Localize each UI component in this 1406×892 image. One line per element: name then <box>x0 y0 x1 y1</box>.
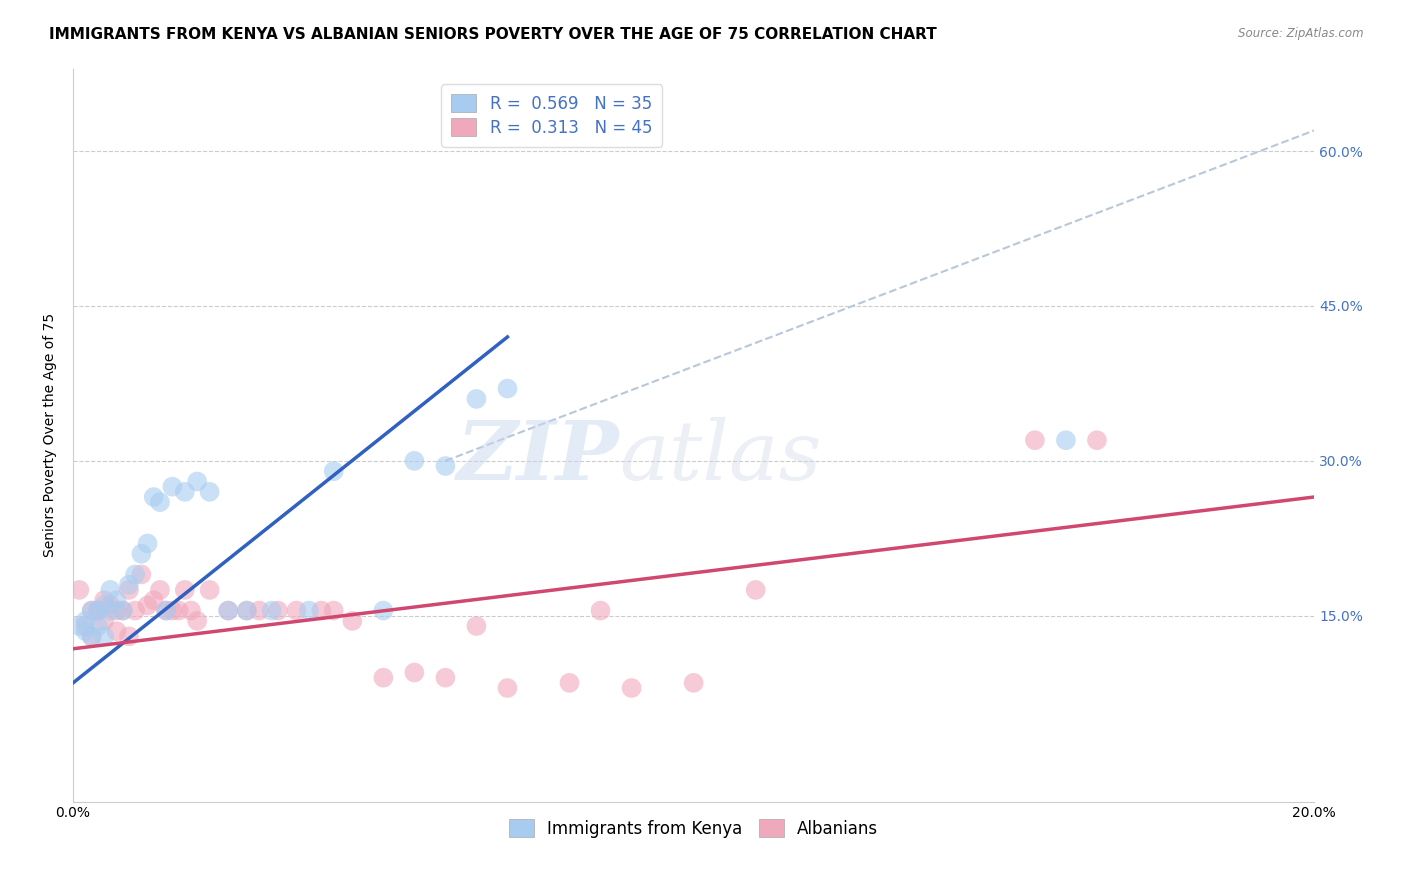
Point <box>118 582 141 597</box>
Point <box>373 671 395 685</box>
Point <box>105 603 128 617</box>
Point <box>311 603 333 617</box>
Text: IMMIGRANTS FROM KENYA VS ALBANIAN SENIORS POVERTY OVER THE AGE OF 75 CORRELATION: IMMIGRANTS FROM KENYA VS ALBANIAN SENIOR… <box>49 27 936 42</box>
Point <box>80 603 103 617</box>
Point <box>558 676 581 690</box>
Point <box>285 603 308 617</box>
Point <box>142 490 165 504</box>
Point <box>67 582 90 597</box>
Point <box>131 547 153 561</box>
Point <box>589 603 612 617</box>
Point <box>155 603 177 617</box>
Point <box>98 582 121 597</box>
Point <box>98 599 121 613</box>
Point <box>118 578 141 592</box>
Point <box>682 676 704 690</box>
Text: atlas: atlas <box>619 417 821 497</box>
Point <box>75 619 97 633</box>
Point <box>1085 434 1108 448</box>
Point <box>162 603 184 617</box>
Point <box>155 603 177 617</box>
Point <box>404 454 426 468</box>
Point <box>180 603 202 617</box>
Point <box>465 619 488 633</box>
Point <box>322 464 344 478</box>
Point <box>136 599 159 613</box>
Point <box>149 582 172 597</box>
Text: ZIP: ZIP <box>457 417 619 497</box>
Point <box>87 603 110 617</box>
Point <box>236 603 259 617</box>
Point <box>162 480 184 494</box>
Point <box>67 619 90 633</box>
Point <box>167 603 190 617</box>
Legend: Immigrants from Kenya, Albanians: Immigrants from Kenya, Albanians <box>502 813 886 845</box>
Point <box>105 593 128 607</box>
Point <box>93 614 115 628</box>
Point <box>198 484 221 499</box>
Point <box>236 603 259 617</box>
Point <box>1024 434 1046 448</box>
Point <box>93 599 115 613</box>
Point <box>124 603 146 617</box>
Point <box>80 603 103 617</box>
Point <box>404 665 426 680</box>
Point <box>142 593 165 607</box>
Point <box>105 624 128 639</box>
Y-axis label: Seniors Poverty Over the Age of 75: Seniors Poverty Over the Age of 75 <box>44 313 58 558</box>
Point <box>496 681 519 695</box>
Point <box>198 582 221 597</box>
Point <box>87 619 110 633</box>
Point <box>260 603 283 617</box>
Point <box>267 603 290 617</box>
Point <box>131 567 153 582</box>
Point <box>93 593 115 607</box>
Point <box>87 603 110 617</box>
Point <box>620 681 643 695</box>
Point <box>173 582 195 597</box>
Point <box>322 603 344 617</box>
Point <box>434 458 457 473</box>
Point <box>173 484 195 499</box>
Point <box>465 392 488 406</box>
Point <box>149 495 172 509</box>
Point <box>80 629 103 643</box>
Point <box>136 536 159 550</box>
Text: Source: ZipAtlas.com: Source: ZipAtlas.com <box>1239 27 1364 40</box>
Point <box>342 614 364 628</box>
Point <box>118 629 141 643</box>
Point <box>98 603 121 617</box>
Point <box>75 624 97 639</box>
Point <box>217 603 239 617</box>
Point <box>217 603 239 617</box>
Point <box>496 382 519 396</box>
Point <box>186 614 208 628</box>
Point <box>75 614 97 628</box>
Point <box>298 603 321 617</box>
Point <box>744 582 766 597</box>
Point <box>247 603 270 617</box>
Point <box>124 567 146 582</box>
Point <box>111 603 134 617</box>
Point <box>373 603 395 617</box>
Point <box>1054 434 1077 448</box>
Point <box>93 629 115 643</box>
Point <box>186 475 208 489</box>
Point <box>111 603 134 617</box>
Point <box>80 629 103 643</box>
Point <box>434 671 457 685</box>
